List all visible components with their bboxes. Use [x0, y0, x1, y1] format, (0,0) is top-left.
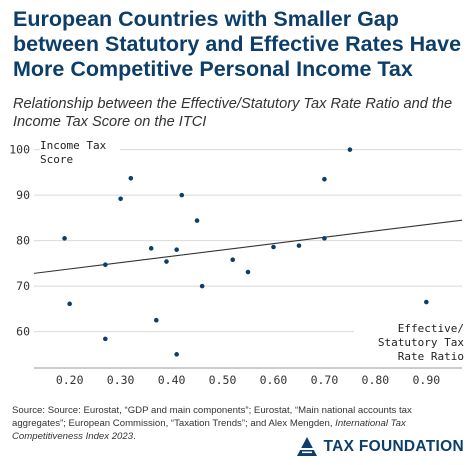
data-point-18 [322, 236, 327, 241]
data-point-1 [67, 301, 72, 307]
data-point-5 [128, 176, 134, 181]
x-axis-label: Effective/ Statutory Tax Rate Ratio [354, 322, 464, 364]
trendline [33, 219, 463, 274]
y-tick-100: 100 [9, 143, 30, 157]
data-point-19 [322, 176, 327, 182]
y-axis-label: Income Tax Score [40, 139, 120, 167]
source-text: Source: Source: Eurostat, “GDP and main … [12, 405, 412, 429]
x-tick-0.70: 0.70 [311, 373, 339, 387]
x-tick-0.20: 0.20 [56, 373, 84, 387]
chart-subtitle: Relationship between the Effective/Statu… [13, 96, 453, 130]
data-point-13 [199, 283, 205, 289]
y-tick-80: 80 [16, 234, 30, 248]
source-end: . [133, 431, 136, 442]
y-tick-70: 70 [16, 279, 30, 293]
data-point-0 [62, 236, 67, 241]
data-point-11 [179, 192, 185, 198]
y-tick-90: 90 [16, 188, 30, 202]
tax-foundation-logo-icon [297, 437, 318, 456]
scatter-plot: 60 70 80 90 100 0.20 0.30 0.40 0.50 0.60 0.70 0.80… [9, 143, 463, 387]
data-point-15 [245, 269, 251, 275]
data-point-4 [118, 196, 123, 202]
x-tick-0.50: 0.50 [209, 373, 237, 387]
data-points [62, 147, 429, 357]
data-point-21 [424, 299, 429, 305]
trendline-group [33, 219, 463, 274]
data-point-8 [164, 259, 169, 264]
data-point-3 [103, 336, 108, 342]
data-point-9 [174, 247, 179, 253]
x-tick-0.90: 0.90 [412, 373, 440, 387]
x-tick-0.80: 0.80 [362, 373, 390, 387]
data-point-17 [296, 243, 302, 248]
brand-name: TAX FOUNDATION [323, 438, 464, 455]
x-tick-0.40: 0.40 [158, 373, 186, 387]
brand: TAX FOUNDATION [296, 436, 464, 458]
chart-title: European Countries with Smaller Gap betw… [13, 7, 462, 81]
data-point-7 [153, 317, 159, 323]
source-note: Source: Source: Eurostat, “GDP and main … [12, 404, 467, 443]
data-point-20 [347, 147, 353, 152]
x-tick-0.60: 0.60 [260, 373, 288, 387]
data-point-14 [230, 257, 236, 263]
data-point-16 [271, 244, 276, 250]
y-tick-labels: 60 70 80 90 100 [9, 143, 30, 339]
y-tick-60: 60 [16, 325, 30, 339]
x-tick-0.30: 0.30 [107, 373, 135, 387]
x-tick-labels: 0.20 0.30 0.40 0.50 0.60 0.70 0.80 0.90 [56, 373, 440, 387]
data-point-10 [174, 352, 179, 357]
data-point-2 [103, 262, 108, 268]
source-publication: International Tax Competitiveness Index … [12, 418, 406, 442]
data-point-12 [194, 218, 200, 223]
data-point-6 [148, 246, 154, 251]
